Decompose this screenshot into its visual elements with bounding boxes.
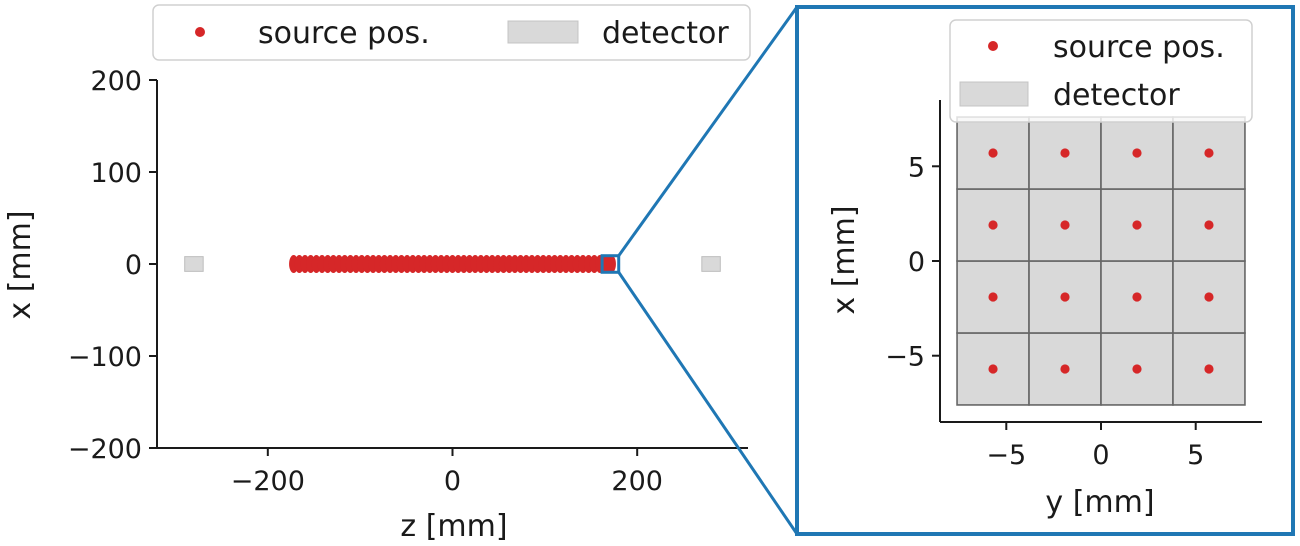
- main-x-tick-label: 200: [611, 466, 663, 497]
- inset-x-tick-label: −5: [986, 440, 1026, 471]
- main-source-point: [606, 255, 616, 273]
- inset-source-point: [1132, 220, 1142, 230]
- main-y-tick-label: −200: [68, 434, 142, 465]
- inset-x-tick-label: 0: [1092, 440, 1109, 471]
- zoom-connector-bottom: [617, 271, 799, 535]
- inset-source-point: [1132, 292, 1142, 302]
- inset-y-ticks: −5 0 5: [885, 152, 940, 373]
- inset-source-point: [1204, 364, 1214, 374]
- main-legend-frame: [152, 4, 751, 61]
- main-legend: source pos. detector: [152, 4, 751, 61]
- main-y-ticks: −200 −100 0 100 200: [68, 66, 157, 465]
- inset-source-point: [1132, 364, 1142, 374]
- main-legend-source-marker: [195, 27, 205, 37]
- inset-y-tick-label: 0: [908, 247, 925, 278]
- inset-legend: source pos. detector: [949, 19, 1253, 123]
- inset-y-tick-label: −5: [885, 342, 925, 373]
- inset-x-axis-label: y [mm]: [1045, 485, 1154, 520]
- main-legend-detector-label: detector: [602, 16, 729, 51]
- main-detector-1: [184, 256, 204, 272]
- inset-x-ticks: −5 0 5: [986, 422, 1204, 471]
- main-plot: −200 0 200 −200 −100 0 100 200 z [mm] x [mm] s…: [3, 4, 751, 544]
- inset-source-point: [1204, 292, 1214, 302]
- zoom-connector-top: [617, 6, 799, 257]
- main-y-tick-label: 100: [90, 158, 142, 189]
- inset-source-point: [1204, 220, 1214, 230]
- main-y-tick-label: 200: [90, 66, 142, 97]
- inset-legend-detector-label: detector: [1053, 78, 1180, 113]
- inset-source-point: [1060, 364, 1070, 374]
- inset-source-point: [988, 292, 998, 302]
- main-x-ticks: −200 0 200: [231, 448, 663, 497]
- inset-source-point: [1204, 148, 1214, 158]
- main-x-tick-label: 0: [444, 466, 461, 497]
- main-legend-detector-patch: [507, 20, 579, 44]
- main-x-tick-label: −200: [231, 466, 305, 497]
- inset-source-point: [988, 148, 998, 158]
- inset-source-points: [988, 148, 1214, 374]
- inset-source-point: [988, 364, 998, 374]
- inset-detector-cell: [1172, 260, 1246, 334]
- inset-source-point: [1060, 148, 1070, 158]
- zoom-region-box: [600, 254, 621, 274]
- main-source-points: [289, 255, 616, 273]
- inset-x-tick-label: 5: [1187, 440, 1204, 471]
- inset-source-point: [1060, 220, 1070, 230]
- inset-source-point: [988, 220, 998, 230]
- main-x-axis-label: z [mm]: [400, 509, 507, 544]
- main-y-axis-label: x [mm]: [3, 210, 38, 319]
- inset-detector-cells: [956, 116, 1246, 406]
- main-y-tick-label: −100: [68, 342, 142, 373]
- inset-legend-source-marker: [988, 41, 998, 51]
- main-detectors: [184, 256, 721, 272]
- inset-plot: −5 0 5 −5 0 5 y [mm] x [mm] source pos. dete…: [827, 19, 1262, 520]
- inset-legend-source-label: source pos.: [1053, 30, 1225, 65]
- inset-legend-detector-patch: [959, 81, 1029, 107]
- inset-y-axis-label: x [mm]: [827, 205, 862, 314]
- main-legend-source-label: source pos.: [258, 16, 430, 51]
- inset-source-point: [1060, 292, 1070, 302]
- inset-source-point: [1132, 148, 1142, 158]
- inset-y-tick-label: 5: [908, 152, 925, 183]
- main-detector-2: [701, 256, 721, 272]
- main-y-tick-label: 0: [125, 250, 142, 281]
